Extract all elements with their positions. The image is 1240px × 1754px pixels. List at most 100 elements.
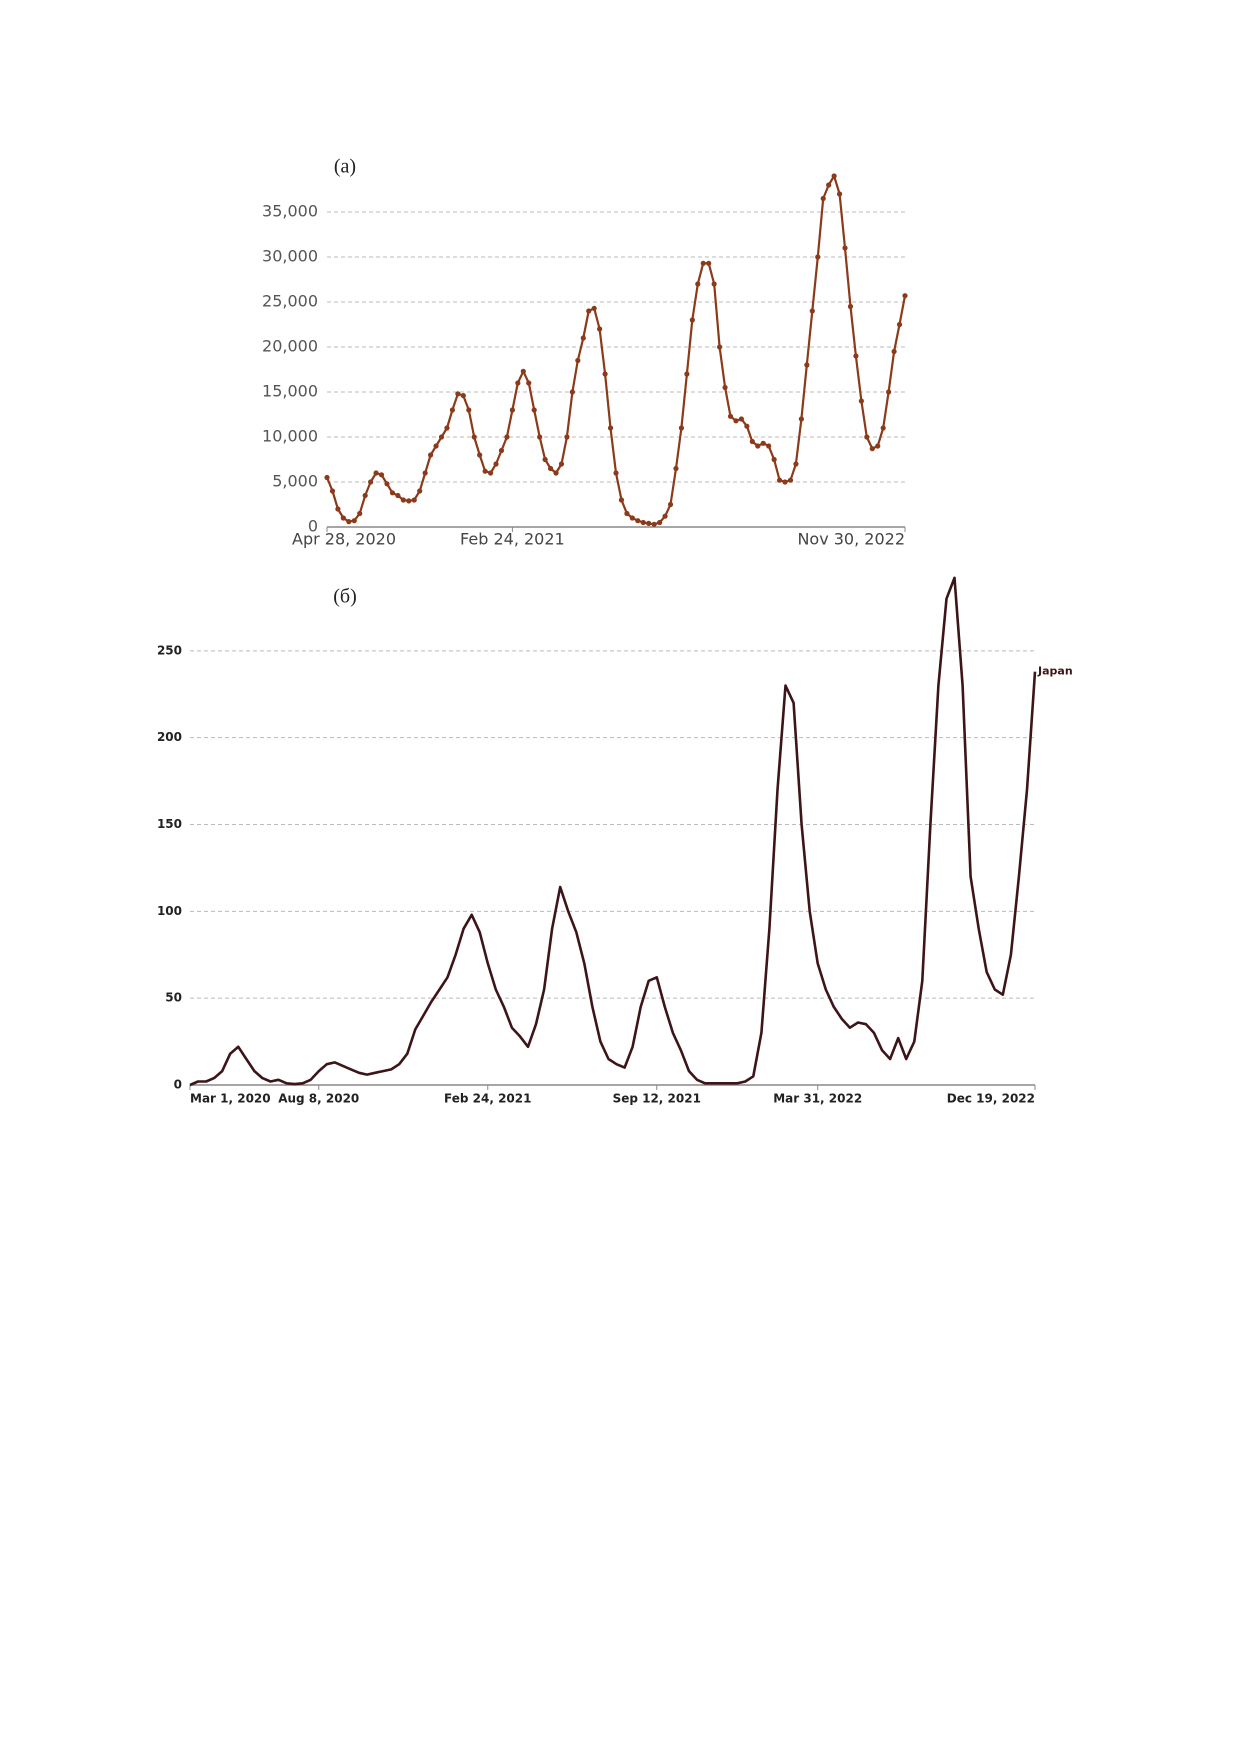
marker: [766, 443, 772, 449]
marker: [526, 380, 532, 386]
marker: [395, 492, 401, 499]
marker: [575, 357, 581, 364]
marker: [422, 470, 428, 476]
x-tick-label: Mar 1, 2020: [190, 1092, 271, 1106]
marker: [836, 191, 843, 197]
marker: [733, 418, 739, 424]
marker: [455, 391, 461, 397]
marker: [558, 461, 565, 467]
marker: [869, 446, 875, 452]
marker: [662, 513, 668, 519]
marker: [880, 425, 886, 431]
marker: [804, 362, 810, 368]
marker: [700, 260, 706, 266]
marker: [346, 519, 352, 525]
chart-title: (a): [334, 156, 356, 178]
marker: [487, 470, 494, 476]
series-label: Japan: [1037, 665, 1073, 678]
x-tick-label: Feb 24, 2021: [444, 1092, 531, 1106]
x-tick-label: Nov 30, 2022: [797, 530, 905, 549]
y-tick-label: 20,000: [262, 337, 318, 356]
y-tick-label: 5,000: [272, 472, 318, 491]
x-tick-label: Mar 31, 2022: [773, 1092, 862, 1106]
y-tick-label: 50: [165, 991, 182, 1005]
y-tick-label: 200: [157, 730, 182, 744]
marker: [635, 518, 641, 524]
marker: [389, 490, 396, 496]
y-tick-label: 150: [157, 817, 182, 831]
marker: [417, 488, 423, 494]
marker: [498, 447, 505, 454]
marker: [357, 510, 363, 517]
marker: [782, 479, 788, 485]
marker: [613, 470, 619, 476]
marker: [428, 452, 434, 458]
marker: [793, 461, 799, 467]
marker: [340, 515, 346, 521]
marker: [722, 384, 728, 391]
marker: [466, 407, 472, 413]
marker: [324, 474, 330, 481]
marker: [657, 519, 663, 526]
marker: [891, 348, 897, 355]
y-tick-label: 100: [157, 904, 182, 918]
marker: [406, 498, 412, 504]
marker: [482, 468, 488, 474]
marker: [444, 425, 450, 431]
marker: [809, 308, 815, 314]
marker: [597, 326, 603, 332]
marker: [624, 510, 630, 517]
marker: [362, 492, 368, 499]
marker: [755, 443, 761, 449]
y-tick-label: 25,000: [262, 292, 318, 311]
marker: [744, 423, 750, 429]
marker: [689, 317, 695, 323]
marker: [853, 353, 859, 359]
marker: [537, 434, 543, 440]
marker: [471, 434, 477, 440]
marker: [373, 470, 379, 476]
marker: [727, 413, 734, 419]
marker: [749, 438, 755, 445]
marker: [847, 303, 854, 310]
marker: [896, 321, 903, 328]
marker: [351, 518, 357, 524]
y-tick-label: 10,000: [262, 427, 318, 446]
marker: [433, 443, 439, 449]
marker: [591, 305, 597, 311]
marker: [787, 477, 794, 483]
marker: [515, 380, 521, 386]
y-tick-label: 0: [308, 517, 318, 536]
marker: [640, 519, 646, 526]
marker: [902, 293, 908, 299]
marker: [438, 434, 445, 440]
x-tick-label: Apr 28, 2020: [292, 530, 396, 549]
marker: [798, 416, 804, 422]
marker: [477, 452, 483, 458]
x-tick-label: Feb 24, 2021: [460, 530, 565, 549]
marker: [531, 407, 537, 413]
marker: [580, 335, 586, 341]
y-tick-label: 250: [157, 643, 182, 657]
marker: [667, 501, 674, 508]
marker: [607, 425, 614, 431]
marker: [564, 434, 570, 440]
marker: [629, 515, 635, 521]
marker: [673, 465, 679, 472]
marker: [815, 254, 821, 260]
marker: [646, 520, 652, 527]
marker: [711, 281, 717, 287]
marker: [368, 479, 374, 485]
marker: [717, 344, 723, 350]
marker: [542, 456, 548, 463]
marker: [411, 497, 417, 503]
marker: [520, 368, 526, 374]
y-tick-label: 15,000: [262, 382, 318, 401]
marker: [384, 481, 390, 487]
y-tick-label: 30,000: [262, 247, 318, 266]
marker: [449, 407, 456, 413]
marker: [504, 434, 510, 440]
marker: [547, 465, 554, 472]
